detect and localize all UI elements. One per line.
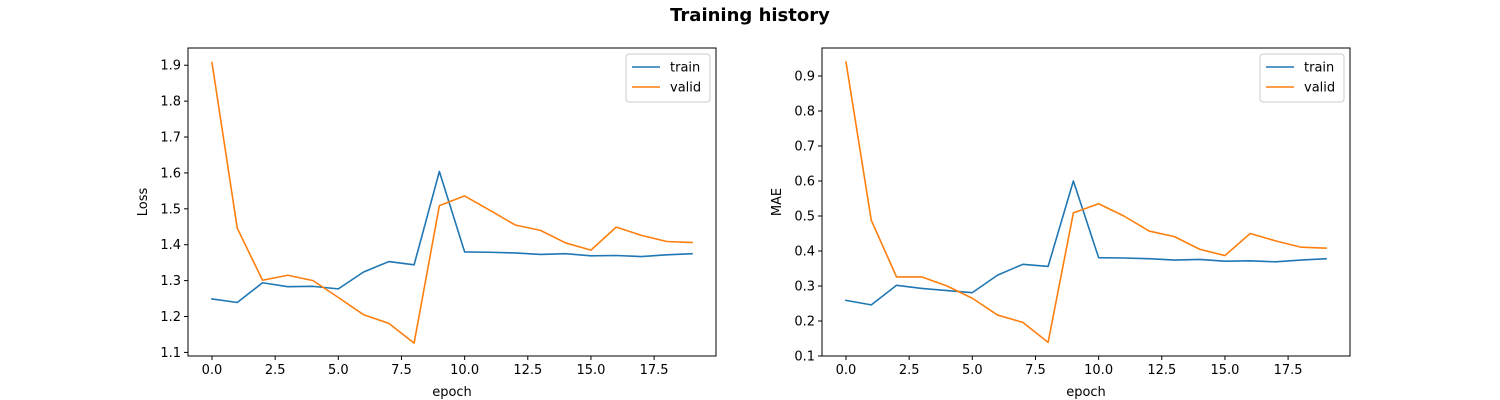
- x-tick-label: 12.5: [1147, 363, 1176, 378]
- y-tick-label: 0.5: [794, 210, 815, 225]
- x-tick-label: 0.0: [202, 363, 223, 378]
- y-tick-label: 0.8: [794, 105, 815, 120]
- x-tick-label: 7.5: [391, 363, 412, 378]
- y-tick-label: 1.4: [160, 238, 181, 253]
- x-tick-label: 10.0: [450, 363, 479, 378]
- y-axis-label: MAE: [770, 188, 785, 216]
- y-tick-label: 0.6: [794, 175, 815, 190]
- legend-label-valid: valid: [1304, 81, 1335, 96]
- x-tick-label: 2.5: [899, 363, 920, 378]
- y-tick-label: 0.2: [794, 315, 815, 330]
- x-tick-label: 15.0: [1210, 363, 1239, 378]
- x-tick-label: 0.0: [836, 363, 857, 378]
- y-axis-label: Loss: [136, 188, 151, 217]
- legend-label-train: train: [670, 61, 700, 76]
- legend: train valid: [1259, 53, 1345, 103]
- x-tick-label: 7.5: [1025, 363, 1046, 378]
- chart-panel-1: 0.0 2.5 5.0 7.5 10.0 12.5 15.0 17.5 1.1 1.2 1.3 1.4…: [136, 47, 717, 400]
- series-line-valid: [211, 61, 693, 344]
- x-tick-label: 5.0: [328, 363, 349, 378]
- x-tick-label: 10.0: [1084, 363, 1113, 378]
- axes-frame: [187, 47, 717, 357]
- y-tick-label: 1.5: [160, 202, 181, 217]
- series-line-train: [211, 170, 693, 304]
- x-tick-label: 15.0: [576, 363, 605, 378]
- chart-panel-2: 0.0 2.5 5.0 7.5 10.0 12.5 15.0 17.5 0.1 0.2 0.3 0.4…: [770, 47, 1351, 400]
- y-tick-label: 1.3: [160, 274, 181, 289]
- y-tick-label: 1.1: [160, 346, 181, 361]
- x-tick-label: 5.0: [962, 363, 983, 378]
- series-line-train: [845, 180, 1327, 306]
- legend-label-train: train: [1304, 61, 1334, 76]
- legend-box: [625, 53, 711, 103]
- x-axis-label: epoch: [1066, 385, 1106, 400]
- series-line-valid: [845, 61, 1327, 344]
- y-tick-label: 1.6: [160, 166, 181, 181]
- y-tick-label: 0.9: [794, 70, 815, 85]
- y-tick-label: 0.1: [794, 350, 815, 365]
- y-tick-label: 1.9: [160, 59, 181, 74]
- y-tick-label: 0.3: [794, 280, 815, 295]
- legend: train valid: [625, 53, 711, 103]
- legend-box: [1259, 53, 1345, 103]
- x-tick-label: 12.5: [513, 363, 542, 378]
- x-tick-label: 17.5: [1274, 363, 1303, 378]
- figure-title: Training history: [670, 5, 830, 26]
- y-tick-label: 1.2: [160, 310, 181, 325]
- y-tick-label: 0.7: [794, 140, 815, 155]
- x-axis-label: epoch: [432, 385, 472, 400]
- axes-frame: [821, 47, 1351, 357]
- y-tick-label: 1.8: [160, 95, 181, 110]
- x-tick-label: 17.5: [640, 363, 669, 378]
- y-tick-label: 1.7: [160, 131, 181, 146]
- legend-label-valid: valid: [670, 81, 701, 96]
- x-tick-label: 2.5: [265, 363, 286, 378]
- y-tick-label: 0.4: [794, 245, 815, 260]
